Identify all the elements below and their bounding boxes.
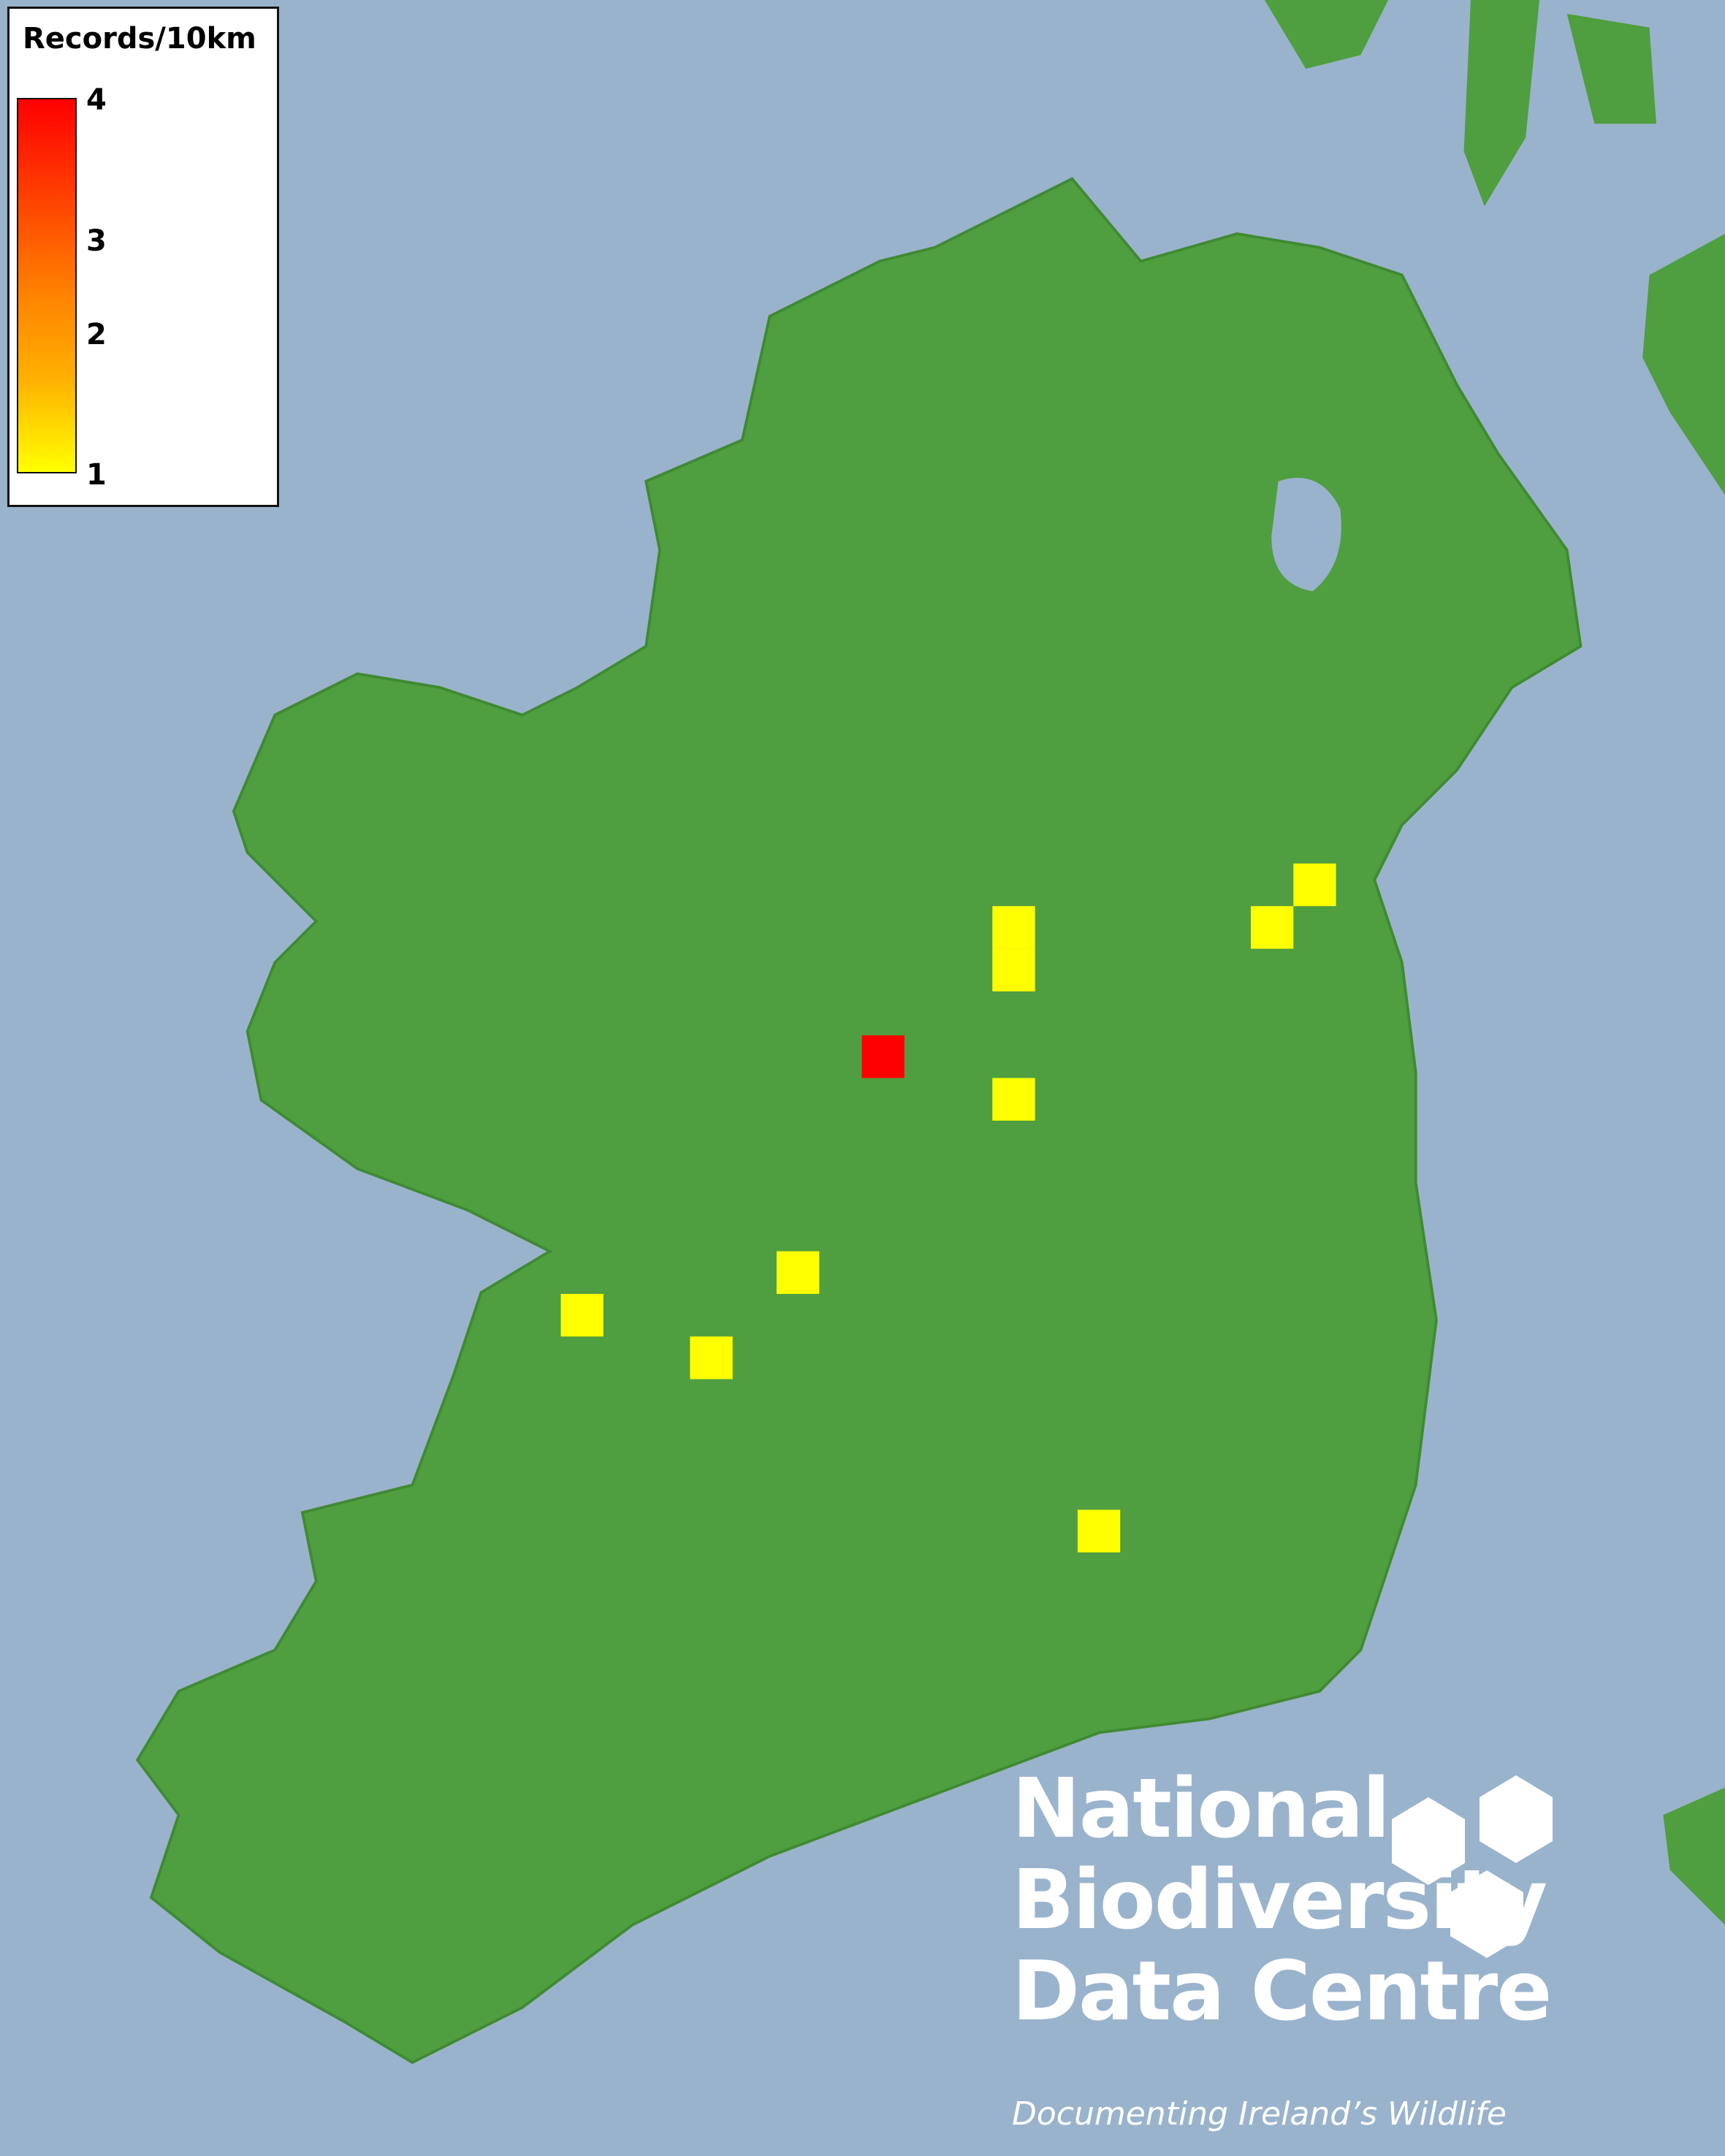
logo-line-2: Biodiversity (1012, 1853, 1547, 1948)
record-square (992, 948, 1035, 991)
record-square (776, 1251, 820, 1294)
legend-label-1: 1 (86, 458, 107, 492)
lough-neagh (1271, 478, 1341, 592)
legend-label-4: 4 (86, 83, 107, 117)
legend-color-scale (17, 98, 77, 473)
legend-label-3: 3 (86, 224, 107, 258)
record-square (560, 1293, 603, 1337)
logo-hexagons-icon (1392, 1775, 1553, 1958)
logo-line-3: Data Centre (1012, 1944, 1552, 2039)
logo-tagline: Documenting Ireland’s Wildlife (1012, 2095, 1507, 2133)
record-square (861, 1035, 905, 1078)
ireland-landmass (135, 177, 1583, 2065)
record-square (690, 1336, 733, 1379)
record-square (1250, 906, 1294, 949)
legend-title: Records/10km (23, 22, 256, 56)
record-squares (560, 863, 1336, 1553)
legend: Records/10km 4 3 2 1 (7, 7, 279, 507)
legend-label-2: 2 (86, 318, 107, 351)
record-square (992, 906, 1035, 949)
record-square (1293, 863, 1336, 907)
record-square (992, 1078, 1035, 1121)
logo-line-1: National (1012, 1761, 1390, 1856)
record-square (1077, 1509, 1121, 1553)
nbdc-logo: National Biodiversity Data Centre Docume… (1012, 1768, 1633, 2133)
